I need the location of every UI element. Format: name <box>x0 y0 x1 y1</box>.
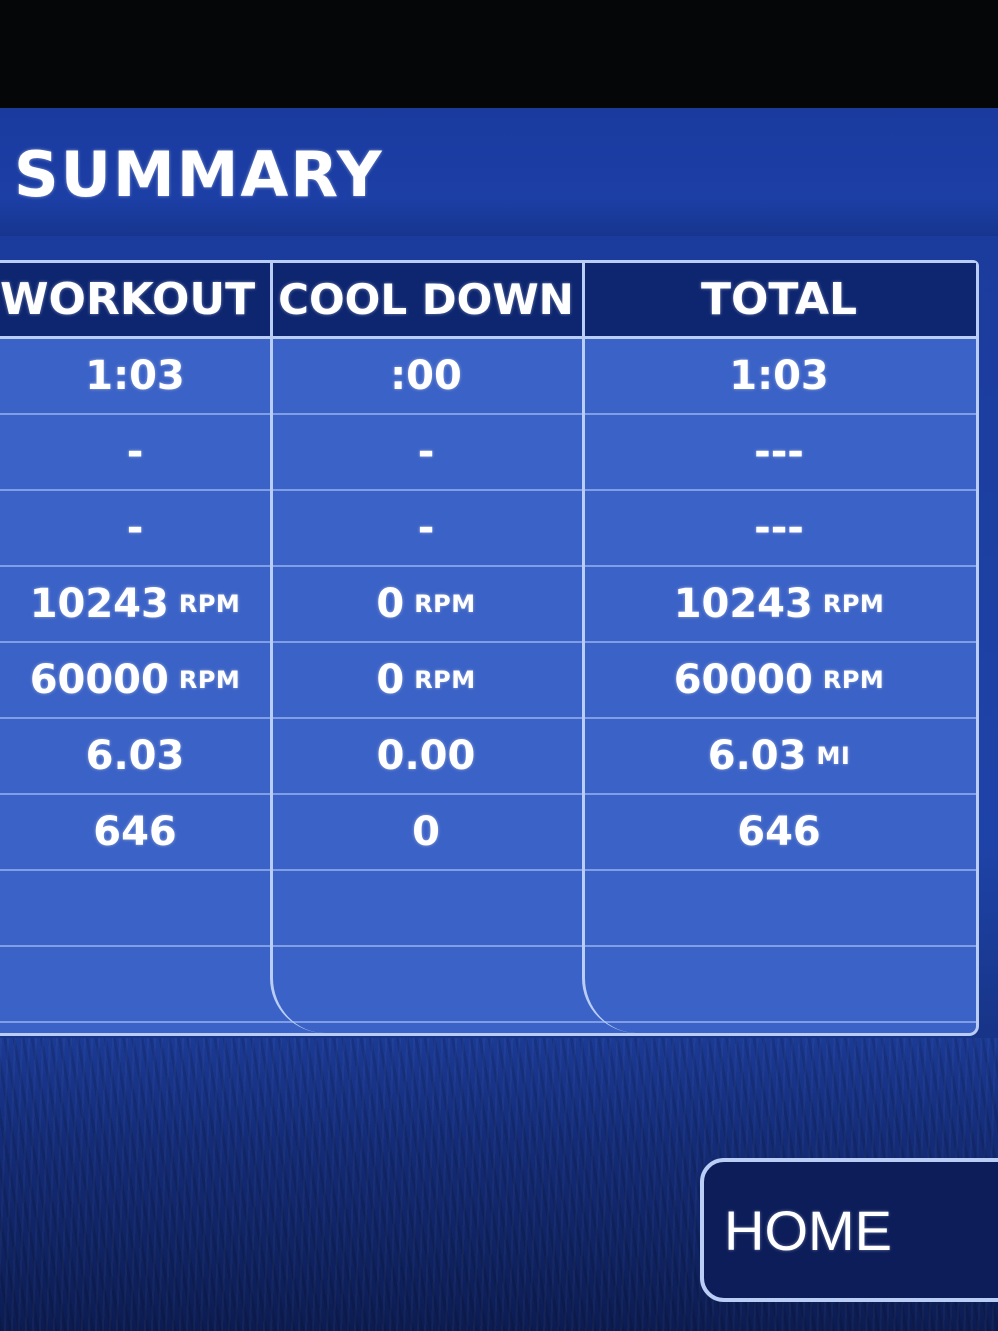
cell-value: 1:03 <box>85 353 185 399</box>
page-title: SUMMARY <box>14 138 384 211</box>
table-cell: - <box>270 415 582 491</box>
cell-value: - <box>126 505 144 551</box>
cell-value: 0.00 <box>376 733 476 779</box>
table-cell: 0.00 <box>270 719 582 795</box>
cell-value: --- <box>754 505 804 551</box>
table-cell: - <box>0 491 270 567</box>
cell-value: 10243 <box>673 581 813 627</box>
summary-screen: SUMMARY WORKOUT 1:03 - - 10243 RPM 60000 RPM 6.… <box>0 108 998 1331</box>
summary-table: WORKOUT 1:03 - - 10243 RPM 60000 RPM 6.03 646 CO… <box>0 260 979 1036</box>
cell-value: 60000 <box>673 657 813 703</box>
table-cell: 6.03 MI <box>582 719 976 795</box>
table-cell: 646 <box>582 795 976 871</box>
table-cell: 1:03 <box>582 339 976 415</box>
cell-value: - <box>417 429 435 475</box>
cell-unit: MI <box>816 742 851 770</box>
cell-unit: RPM <box>178 666 241 694</box>
table-cell <box>0 947 270 1023</box>
cell-value: 6.03 <box>85 733 185 779</box>
cell-value: - <box>417 505 435 551</box>
cell-value: :00 <box>390 353 462 399</box>
table-cell: 0 RPM <box>270 643 582 719</box>
cell-value: 0 <box>412 809 440 855</box>
table-cell <box>582 947 976 1023</box>
cell-value: 6.03 <box>707 733 807 779</box>
table-cell: 0 RPM <box>270 567 582 643</box>
table-cell: 646 <box>0 795 270 871</box>
cell-unit: RPM <box>822 666 885 694</box>
table-cell: 0 <box>270 795 582 871</box>
cell-value: - <box>126 429 144 475</box>
cell-value: 0 <box>376 657 405 703</box>
table-cell: :00 <box>270 339 582 415</box>
table-cell: 10243 RPM <box>0 567 270 643</box>
column-workout: WORKOUT 1:03 - - 10243 RPM 60000 RPM 6.03 646 <box>0 263 270 1033</box>
column-cool-down: COOL DOWN :00- -0 RPM 0 RPM 0.00 0 <box>270 263 582 1033</box>
table-cell: 1:03 <box>0 339 270 415</box>
table-cell <box>0 871 270 947</box>
cell-value: 1:03 <box>729 353 829 399</box>
table-cell: --- <box>582 415 976 491</box>
table-cell: - <box>270 491 582 567</box>
column-header-cool-down: COOL DOWN <box>270 263 582 339</box>
table-cell: --- <box>582 491 976 567</box>
column-header-total: TOTAL <box>582 263 976 339</box>
cell-value: 646 <box>737 809 821 855</box>
cell-value: 646 <box>93 809 177 855</box>
cell-value: --- <box>754 429 804 475</box>
table-cell: - <box>0 415 270 491</box>
column-total: TOTAL 1:03 --- --- 10243 RPM 60000 RPM 6.03 MI 64… <box>582 263 976 1033</box>
column-header-workout: WORKOUT <box>0 263 270 339</box>
cell-unit: RPM <box>414 666 476 694</box>
table-cell <box>582 871 976 947</box>
cell-value: 0 <box>376 581 405 627</box>
table-cell: 60000 RPM <box>0 643 270 719</box>
cell-value: 60000 <box>29 657 169 703</box>
table-cell: 60000 RPM <box>582 643 976 719</box>
cell-unit: RPM <box>822 590 885 618</box>
home-button[interactable]: HOME <box>700 1158 998 1302</box>
cell-unit: RPM <box>414 590 476 618</box>
table-cell <box>270 871 582 947</box>
cell-unit: RPM <box>178 590 241 618</box>
cell-value: 10243 <box>29 581 169 627</box>
header-bar: SUMMARY <box>0 108 998 236</box>
table-cell: 6.03 <box>0 719 270 795</box>
table-cell <box>270 947 582 1023</box>
table-cell: 10243 RPM <box>582 567 976 643</box>
